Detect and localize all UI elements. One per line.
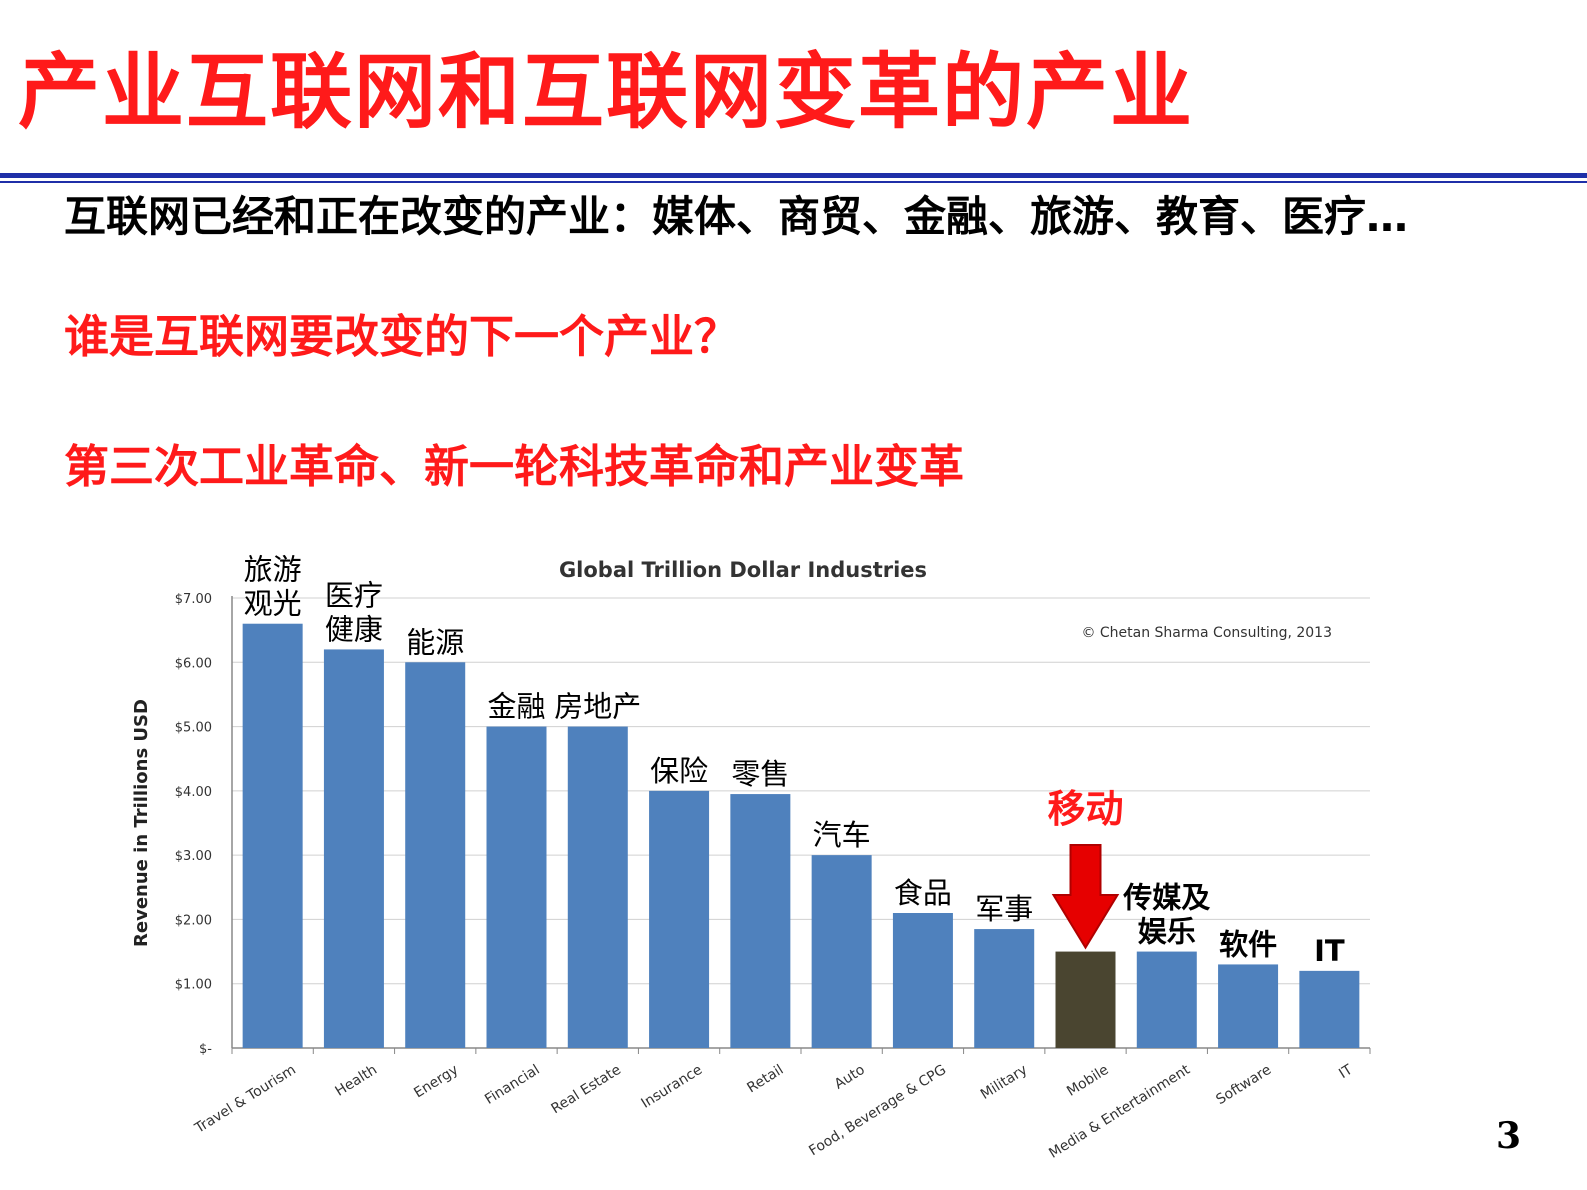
bar-annotation-it: IT: [1314, 934, 1345, 968]
annotation-line: 汽车: [813, 818, 871, 852]
bar-annotation-health: 医疗健康: [325, 578, 383, 646]
chart-title: Global Trillion Dollar Industries: [559, 558, 927, 582]
bar-media-entertainment: [1136, 951, 1197, 1048]
bar-software: [1218, 964, 1279, 1048]
y-tick-label: $1.00: [175, 978, 212, 993]
annotation-line: 金融: [487, 690, 545, 724]
bar-annotation-insurance: 保险: [650, 754, 708, 788]
x-tick-label: Travel & Tourism: [191, 1062, 298, 1137]
bar-annotation-energy: 能源: [406, 625, 464, 659]
x-tick-label: Media & Entertainment: [1046, 1062, 1193, 1162]
annotation-line: 房地产: [554, 690, 641, 724]
bar-mobile: [1055, 951, 1116, 1048]
annotation-line: 移动: [1047, 787, 1123, 831]
bar-annotation-media-entertainment: 传媒及娱乐: [1122, 881, 1210, 949]
bar-real-estate: [567, 726, 628, 1048]
y-tick-label: $2.00: [175, 913, 212, 928]
bar-food-beverage-cpg: [892, 913, 953, 1048]
bar-insurance: [649, 790, 710, 1048]
x-tick-label: Auto: [832, 1062, 868, 1093]
annotation-line: 零售: [731, 757, 789, 791]
title-divider-thick: [0, 173, 1587, 178]
annotation-line: 医疗: [325, 578, 383, 612]
x-tick-label: Financial: [482, 1062, 542, 1108]
annotation-line: 软件: [1219, 927, 1277, 961]
y-tick-label: $6.00: [175, 656, 212, 671]
title-divider-thin: [0, 181, 1587, 183]
y-tick-label: $5.00: [175, 721, 212, 736]
bar-travel-tourism: [242, 623, 303, 1048]
x-tick-label: Mobile: [1064, 1062, 1111, 1100]
annotation-line: IT: [1314, 934, 1345, 968]
bar-auto: [811, 855, 872, 1048]
annotation-line: 观光: [244, 587, 302, 621]
bar-health: [323, 649, 384, 1048]
x-tick-label: Health: [333, 1062, 380, 1100]
x-tick-label: Military: [978, 1062, 1030, 1103]
bar-military: [974, 929, 1035, 1048]
page-number: 3: [1496, 1115, 1522, 1157]
bar-annotation-financial: 金融: [487, 690, 545, 724]
highlight-arrow: [1051, 844, 1120, 950]
intro-line: 互联网已经和正在改变的产业：媒体、商贸、金融、旅游、教育、医疗…: [64, 192, 1409, 241]
annotation-line: 保险: [650, 754, 708, 788]
bar-annotation-software: 软件: [1219, 927, 1277, 961]
annotation-line: 健康: [325, 612, 383, 646]
bar-annotation-auto: 汽车: [813, 818, 871, 852]
annotation-line: 传媒及: [1122, 881, 1210, 915]
y-tick-label: $-: [199, 1042, 212, 1057]
bar-energy: [405, 662, 466, 1048]
bar-annotation-mobile: 移动: [1047, 787, 1123, 831]
annotation-line: 食品: [894, 876, 952, 910]
question-line: 谁是互联网要改变的下一个产业？: [64, 310, 740, 363]
x-tick-label: Software: [1213, 1062, 1274, 1108]
annotation-line: 旅游: [244, 553, 302, 587]
x-tick-label: Energy: [411, 1062, 461, 1102]
y-tick-label: $4.00: [175, 785, 212, 800]
x-tick-label: Food, Beverage & CPG: [806, 1062, 949, 1159]
bar-financial: [486, 726, 547, 1048]
bar-annotation-travel-tourism: 旅游观光: [244, 553, 302, 621]
annotation-line: 军事: [975, 892, 1033, 926]
revolution-line: 第三次工业革命、新一轮科技革命和产业变革: [64, 440, 965, 493]
x-tick-label: Insurance: [638, 1062, 705, 1112]
y-tick-label: $3.00: [175, 849, 212, 864]
bar-annotation-real-estate: 房地产: [554, 690, 641, 724]
slide-title: 产业互联网和互联网变革的产业: [18, 45, 1195, 140]
annotation-line: 娱乐: [1138, 915, 1196, 949]
chart-copyright: © Chetan Sharma Consulting, 2013: [1081, 625, 1332, 641]
x-tick-label: Retail: [744, 1062, 786, 1097]
x-tick-label: Real Estate: [548, 1062, 623, 1117]
bar-annotation-food-beverage-cpg: 食品: [894, 876, 952, 910]
bar-annotation-retail: 零售: [731, 757, 789, 791]
bar-it: [1299, 970, 1360, 1048]
bar-annotation-military: 军事: [975, 892, 1033, 926]
x-tick-label: IT: [1336, 1062, 1356, 1083]
bar-retail: [730, 794, 791, 1048]
y-axis-label: Revenue in Trillions USD: [131, 699, 152, 947]
y-tick-label: $7.00: [175, 592, 212, 607]
annotation-line: 能源: [406, 625, 464, 659]
